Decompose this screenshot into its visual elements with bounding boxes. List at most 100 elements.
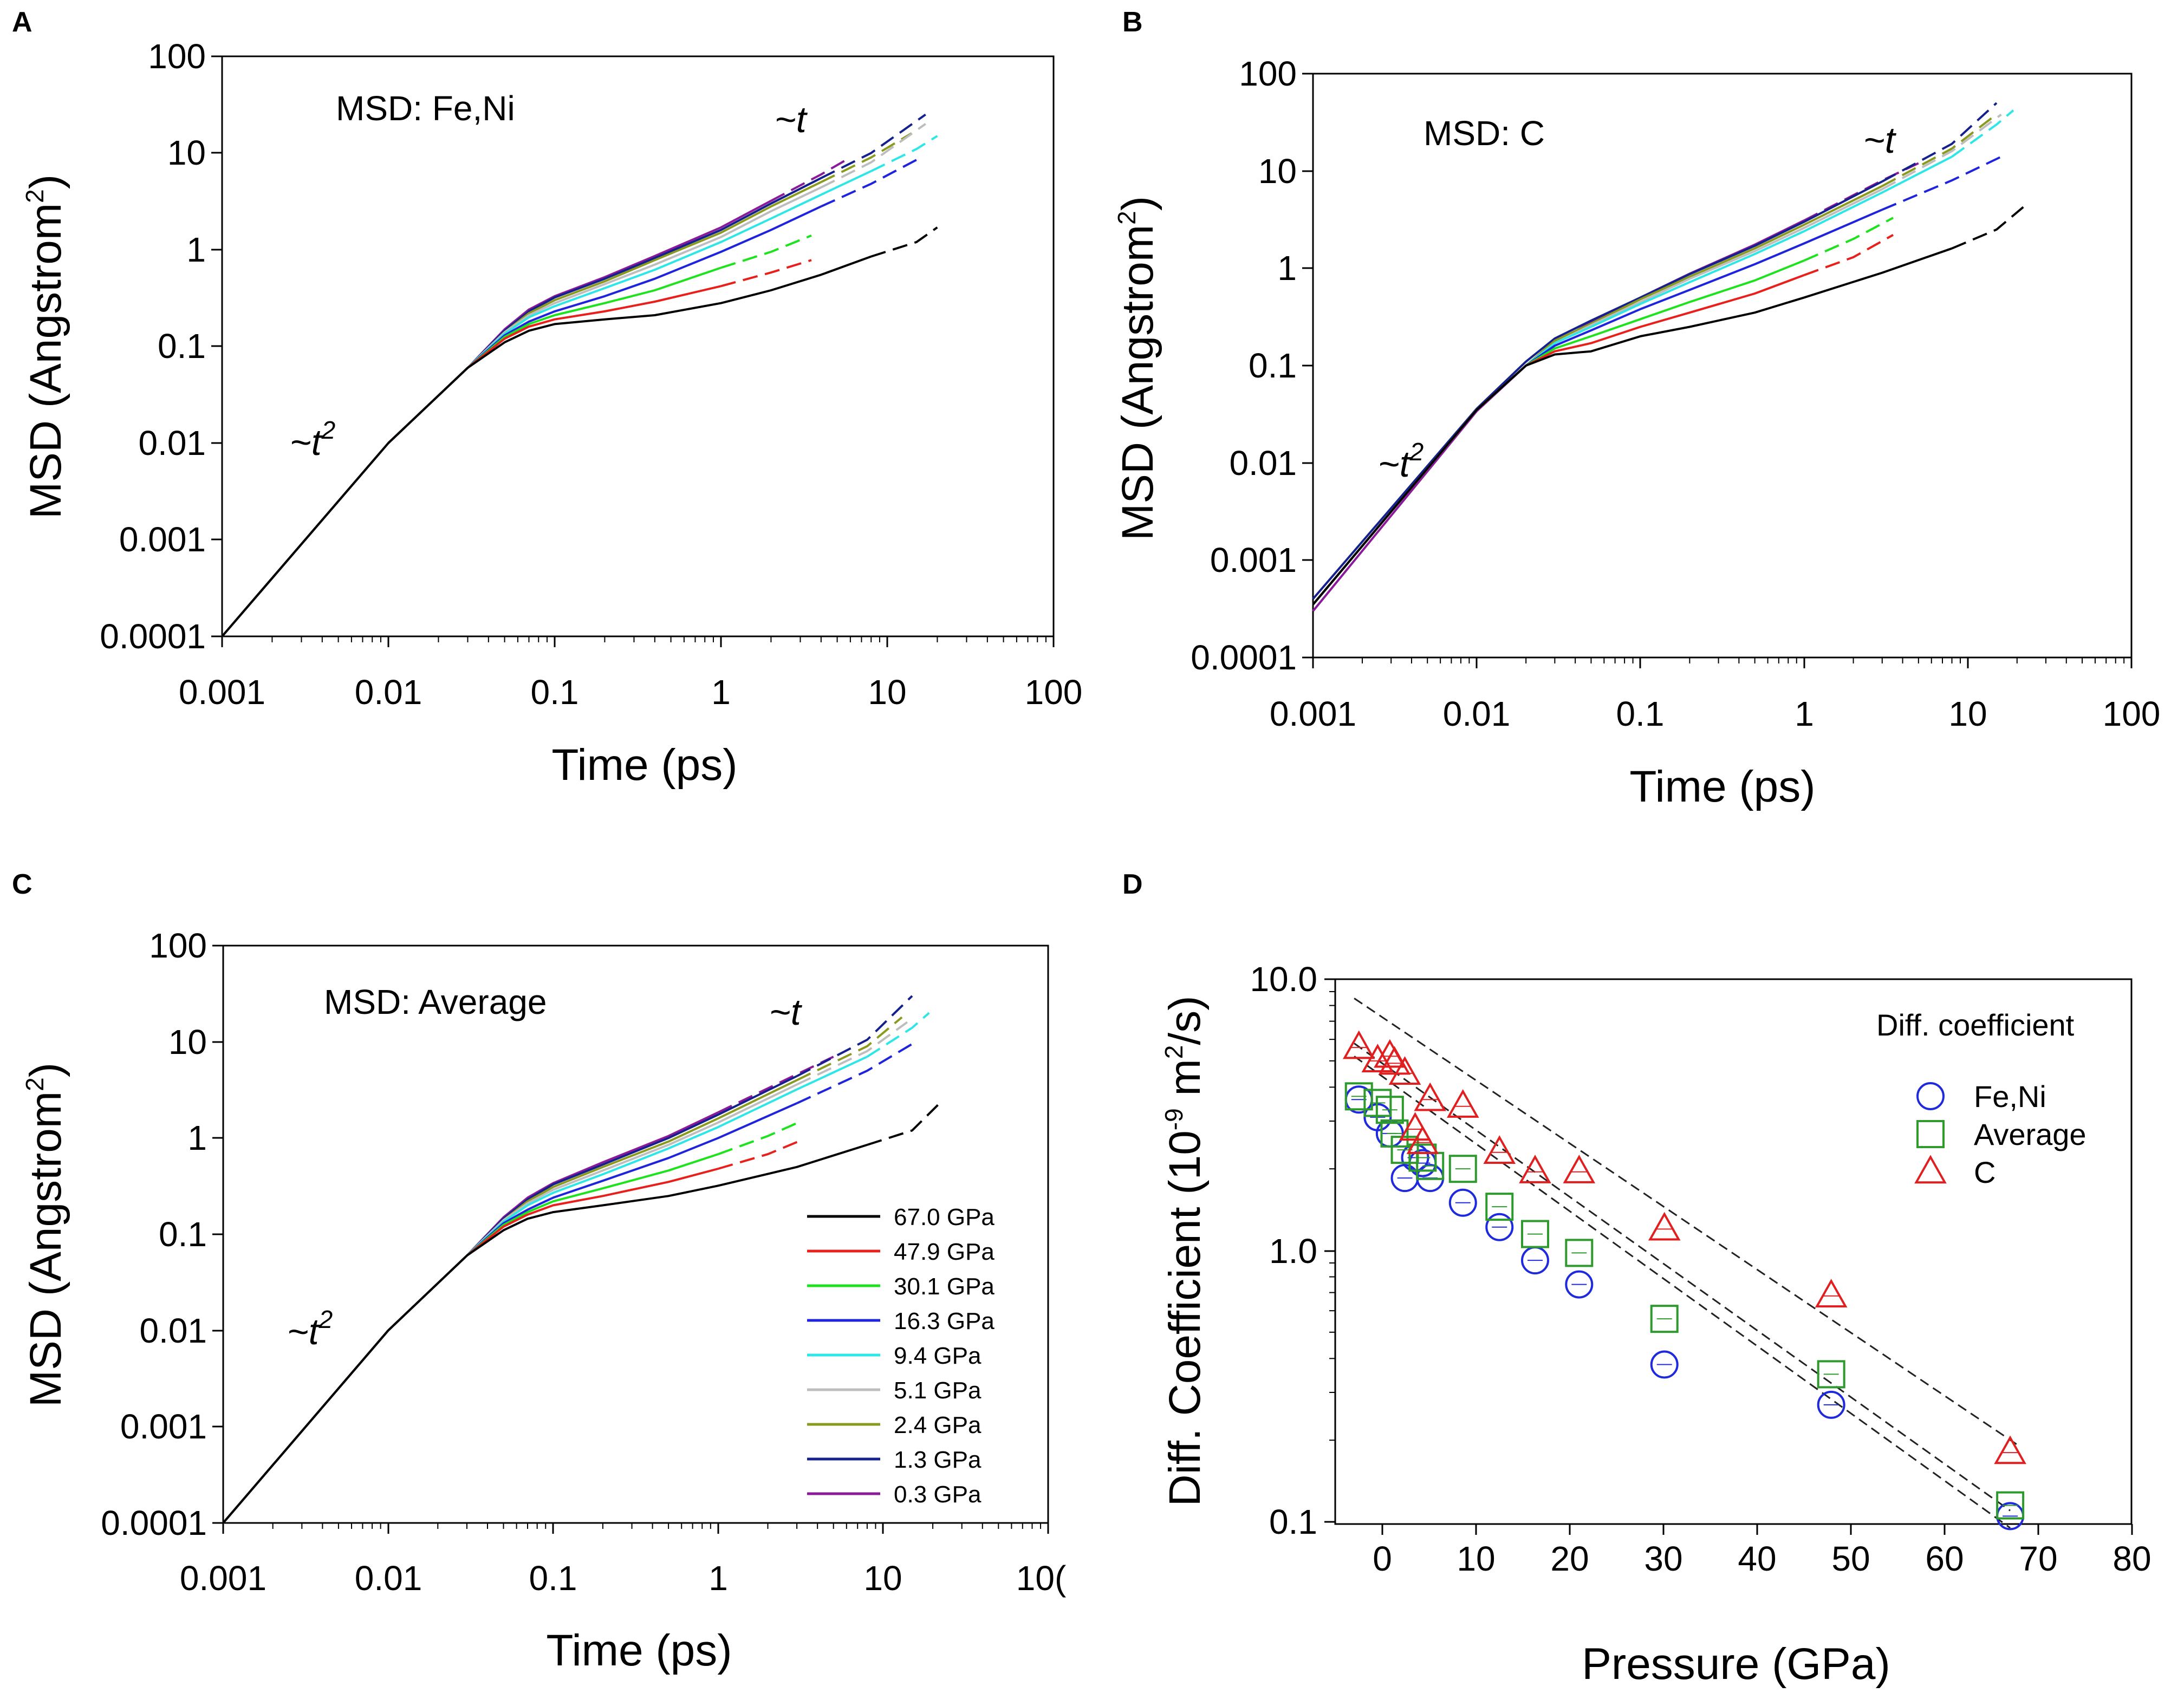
series-line-1-3-gpa: [1312, 180, 1883, 600]
x-axis-title-a: Time (ps): [551, 740, 737, 790]
legend-label: 9.4 GPa: [894, 1343, 981, 1369]
legend-label: 47.9 GPa: [894, 1239, 994, 1265]
series-line-5-1-gpa: [222, 1083, 797, 1524]
legend-label: 30.1 GPa: [894, 1273, 994, 1300]
panel-title-a: MSD: Fe,Ni: [336, 89, 515, 128]
series-tail-5-1-gpa: [1881, 113, 2002, 191]
data-point-fe-ni: [1485, 1213, 1514, 1241]
panel-a: A 0.001 0.01 0.1 1 10 100 0.0001: [12, 6, 1082, 790]
x-tick-labels-d: 0 10 20 30 40 50 60 70 80: [1373, 1539, 2151, 1578]
x-tick-labels-b: 0.001 0.01 0.1 1 10 100: [1270, 694, 2160, 733]
series-line-0-3-gpa: [1312, 219, 1805, 612]
data-point-c: [1446, 1089, 1479, 1118]
plot-frame-b: [1312, 73, 2133, 659]
x-tick-label: 0.1: [531, 673, 579, 712]
legend-marker: [1916, 1120, 1945, 1148]
data-point-c: [1342, 1030, 1375, 1059]
panel-c: C 0.001 0.01 0.1 1 10 10( 0.0001: [12, 869, 1066, 1675]
y-tick-label: 10: [1258, 152, 1297, 191]
series-line-2-4-gpa: [1312, 185, 1883, 605]
data-point-fe-ni: [1448, 1188, 1477, 1217]
series-tail-0-3-gpa: [717, 1056, 834, 1114]
series-tail-9-4-gpa: [866, 1012, 930, 1058]
y-tick-label: 10.0: [1250, 960, 1317, 999]
series-tail-1-3-gpa: [1881, 102, 1998, 183]
series-tail-9-4-gpa: [1951, 109, 2014, 158]
x-axis-title-b: Time (ps): [1629, 762, 1815, 811]
data-point-fe-ni: [1650, 1350, 1679, 1379]
series-line-16-3-gpa: [1312, 209, 1883, 605]
y-tick-label: 0.001: [1210, 541, 1297, 579]
y-axis-title-a: MSD (Angstrom2): [21, 174, 70, 519]
x-tick-label: 10: [868, 673, 906, 712]
data-point-c: [1648, 1212, 1681, 1241]
y-tick-label: 10: [167, 133, 206, 172]
series-tail-16-3-gpa: [796, 1043, 913, 1104]
series-line-9-4-gpa: [1312, 155, 1953, 605]
x-tick-label: 0.01: [355, 1559, 422, 1598]
fit-line: [1354, 1056, 2011, 1529]
y-tick-label: 0.001: [120, 1407, 207, 1446]
series-tail-67-0-gpa: [870, 226, 938, 258]
data-point-c: [1378, 1046, 1411, 1075]
x-tick-label: 50: [1831, 1539, 1870, 1578]
annot-t-c: ~t: [769, 992, 803, 1033]
legend-marker: [1914, 1155, 1947, 1184]
data-point-average: [1375, 1096, 1404, 1124]
x-tick-label: 10: [1948, 694, 1987, 733]
legend-label: 5.1 GPa: [894, 1377, 981, 1404]
fit-lines-d: [1354, 998, 2020, 1529]
x-tick-labels-c: 0.001 0.01 0.1 1 10 10(: [180, 1559, 1066, 1598]
series-tail-67-0-gpa: [1951, 205, 2025, 250]
x-tick-label: 10: [1457, 1539, 1495, 1578]
y-tick-label: 0.0001: [100, 617, 206, 656]
series-tail-5-1-gpa: [820, 123, 926, 188]
series-tail-47-9-gpa: [720, 259, 812, 288]
series-tail-1-3-gpa: [820, 113, 926, 179]
series-line-30-1-gpa: [1312, 259, 1805, 605]
data-point-c: [1994, 1435, 2026, 1464]
data-point-average: [1817, 1360, 1845, 1389]
data-point-average: [1448, 1155, 1477, 1183]
legend-label: C: [1974, 1155, 1995, 1189]
series-line-2-4-gpa: [221, 181, 822, 637]
y-tick-label: 0.1: [1249, 346, 1297, 385]
data-point-average: [1565, 1239, 1594, 1267]
legend-c: 67.0 GPa 47.9 GPa 30.1 GPa 16.3 GPa 9.4 GPa 5…: [807, 1204, 994, 1508]
annot-t2-c: ~t2: [287, 1305, 333, 1352]
series-line-47-9-gpa: [1312, 274, 1805, 605]
data-point-average: [1390, 1136, 1419, 1164]
x-tick-label: 100: [2103, 694, 2161, 733]
data-point-average: [1520, 1220, 1549, 1248]
y-tick-label: 100: [149, 926, 207, 965]
panel-title-c: MSD: Average: [324, 982, 547, 1021]
annot-t-b: ~t: [1863, 120, 1897, 161]
y-tick-labels-b: 0.0001 0.001 0.01 0.1 1 10 100: [1191, 54, 1297, 677]
series-tail-2-4-gpa: [1881, 117, 1993, 187]
series-group-c: [222, 995, 1042, 1529]
x-tick-label: 10: [863, 1559, 902, 1598]
y-tick-label: 0.1: [158, 327, 206, 366]
series-line-9-4-gpa: [222, 1056, 868, 1524]
data-point-c: [1483, 1135, 1516, 1164]
series-line-9-4-gpa: [221, 170, 872, 637]
annot-t-a: ~t: [775, 99, 808, 140]
series-line-0-3-gpa: [221, 200, 772, 637]
x-tick-label: 0.001: [180, 1559, 266, 1598]
series-tail-5-1-gpa: [796, 1021, 908, 1086]
x-axis-title-c: Time (ps): [546, 1626, 732, 1675]
x-tick-label: 20: [1550, 1539, 1589, 1578]
series-tail-30-1-gpa: [718, 1120, 802, 1155]
legend-label: Average: [1974, 1117, 2086, 1151]
annot-t2-a: ~t2: [290, 416, 335, 463]
x-tick-label: 0.001: [179, 673, 265, 712]
y-tick-labels-a: 0.0001 0.001 0.01 0.1 1 10 100: [100, 37, 206, 656]
plot-frame-a: [221, 55, 1055, 637]
series-tail-2-4-gpa: [820, 132, 912, 183]
series-tail-67-0-gpa: [867, 1102, 941, 1146]
series-tail-9-4-gpa: [870, 135, 938, 172]
axis-ticks-b: [1302, 73, 2133, 668]
data-point-c: [1406, 1125, 1439, 1154]
